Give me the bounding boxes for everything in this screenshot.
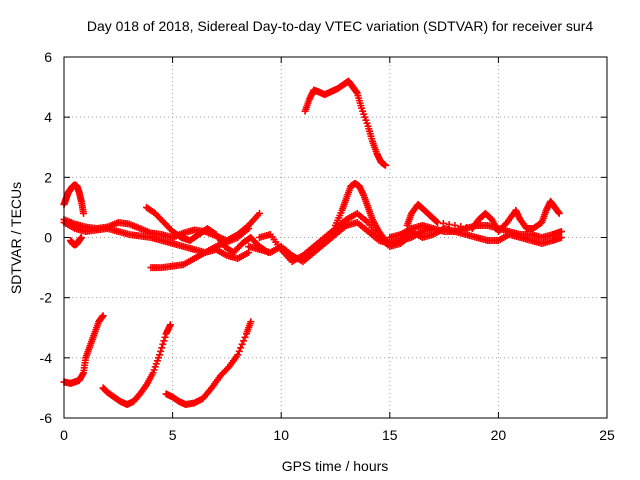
data-point	[166, 321, 174, 329]
data-point	[445, 220, 453, 228]
data-point	[237, 344, 245, 352]
y-tick-label: 6	[44, 49, 52, 65]
data-point	[245, 249, 253, 257]
data-point	[141, 382, 149, 390]
x-tick-label: 5	[169, 427, 177, 443]
data-point	[80, 209, 88, 217]
data-point	[241, 333, 249, 341]
data-point	[457, 222, 465, 230]
data-point	[255, 209, 263, 217]
series-arc-early-low	[67, 234, 85, 249]
data-point	[557, 227, 565, 235]
x-tick-label: 10	[273, 427, 289, 443]
chart-title: Day 018 of 2018, Sidereal Day-to-day VTE…	[87, 18, 593, 34]
series-arc-low-2	[99, 321, 174, 408]
y-tick-label: 4	[44, 109, 52, 125]
series-arc-low-1	[60, 312, 107, 387]
data-point	[159, 340, 167, 348]
data-point	[160, 337, 168, 345]
x-axis-label: GPS time / hours	[282, 458, 389, 474]
series-arc-mid-rise	[147, 224, 253, 272]
x-tick-labels: 0 5 10 15 20 25	[60, 427, 615, 443]
x-tick-label: 25	[599, 427, 615, 443]
data-points	[60, 77, 565, 408]
data-point	[463, 223, 471, 231]
y-tick-labels: -6 -4 -2 0 2 4 6	[40, 49, 53, 426]
data-point	[238, 340, 246, 348]
series-arc-early-peak	[60, 181, 88, 217]
series-arc-high	[301, 77, 389, 169]
x-tick-label: 0	[60, 427, 68, 443]
plot-frame	[63, 56, 608, 419]
data-point	[240, 337, 248, 345]
series-band-lower	[60, 218, 253, 263]
data-point	[247, 318, 255, 326]
data-point	[224, 364, 232, 372]
data-point	[245, 224, 253, 232]
data-point	[439, 219, 447, 227]
series-band-late-b	[386, 224, 565, 248]
y-tick-label: 0	[44, 230, 52, 246]
data-point	[77, 234, 85, 241]
series-late-bumps	[403, 197, 563, 235]
x-tick-label: 15	[382, 427, 398, 443]
data-point	[451, 221, 459, 229]
y-tick-label: -2	[40, 290, 53, 306]
series-arc-low-3	[162, 318, 255, 408]
y-tick-label: 2	[44, 169, 52, 185]
data-point	[502, 220, 510, 228]
y-tick-label: -4	[40, 350, 53, 366]
data-point	[156, 351, 164, 359]
data-point	[235, 347, 243, 355]
x-tick-label: 20	[491, 427, 507, 443]
y-axis-label: SDTVAR / TECUs	[8, 182, 24, 294]
y-tick-label: -6	[40, 410, 53, 426]
data-point	[99, 312, 107, 320]
data-point	[161, 333, 169, 341]
data-point	[234, 351, 242, 359]
data-point	[555, 209, 563, 217]
data-point	[434, 218, 442, 226]
series-arc-13-peak	[332, 179, 394, 248]
data-point	[158, 344, 166, 352]
data-point	[157, 347, 165, 355]
data-point	[557, 234, 565, 241]
data-point	[381, 161, 389, 169]
data-point	[432, 217, 440, 225]
